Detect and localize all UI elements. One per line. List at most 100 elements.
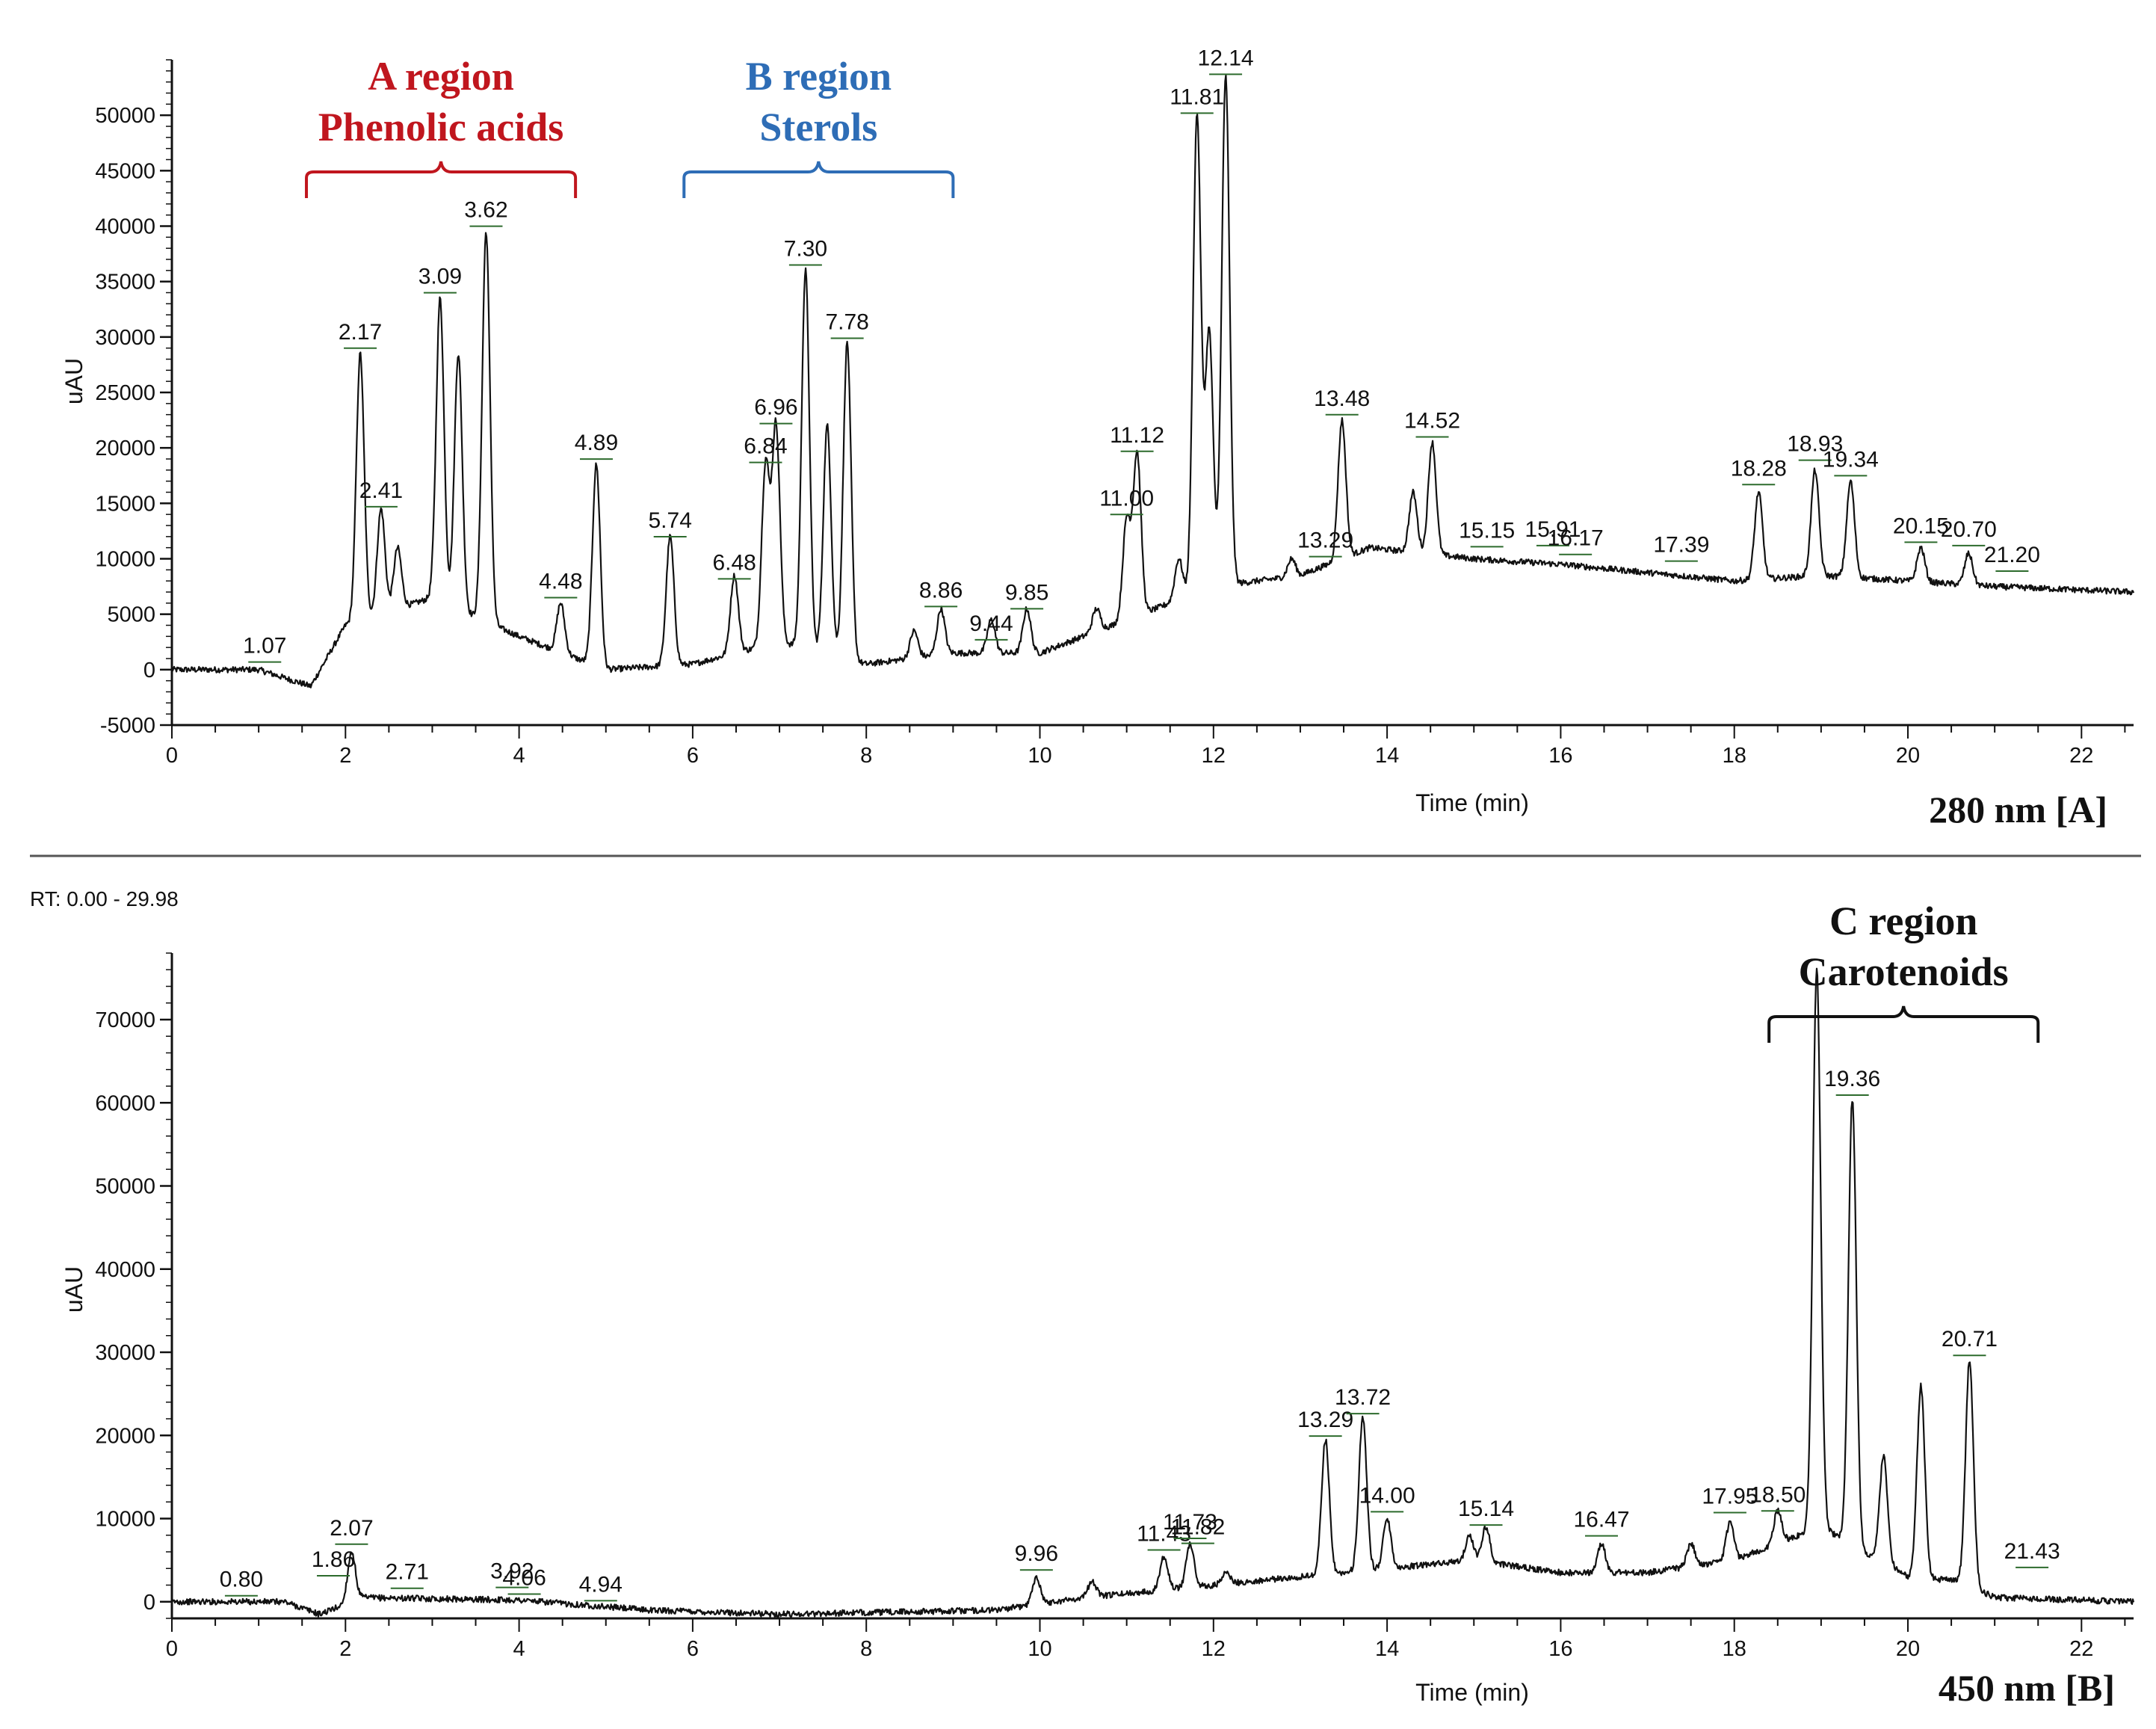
panel-a-region-brace [682,161,955,198]
panel-a-x-tick-label: 0 [166,744,178,768]
panel-a-region-brace [305,161,578,198]
panel-a-peak-label: 6.48 [712,550,756,575]
panel-b-x-tick-label: 20 [1896,1637,1920,1661]
panel-a-peak-label: 6.84 [744,434,787,459]
panel-a-x-tick-label: 2 [339,744,351,768]
panel-b-peak-label: 3.92 [490,1559,534,1584]
panel-b-x-tick-label: 8 [860,1637,872,1661]
panel-a-x-tick-label: 18 [1723,744,1746,768]
panel-b-peak-label: 19.36 [1824,1067,1880,1091]
panel-b-x-tick-label: 14 [1375,1637,1399,1661]
panel-a-y-tick-label: -5000 [100,714,155,738]
panel-a-peak-label: 8.86 [919,578,963,602]
panel-b-peak-label: 4.06 [502,1566,546,1591]
panel-a-peak-label: 15.15 [1459,518,1515,543]
panel-b-x-tick-label: 22 [2069,1637,2093,1661]
panel-a-y-tick-label: 0 [143,659,155,682]
panel-a-y-tick-label: 25000 [95,381,155,405]
panel-b-peak-label: 17.95 [1702,1484,1758,1508]
panel-b-peak-label: 13.72 [1335,1385,1391,1410]
panel-a-y-tick-label: 45000 [95,159,155,183]
panel-a-peak-label: 16.17 [1548,526,1604,551]
panel-a-y-tick-label: 35000 [95,271,155,295]
panel-b-y-tick-label: 0 [143,1591,155,1615]
panel-a-ylabel: uAU [61,358,87,404]
panel-b-ylabel: uAU [61,1266,87,1313]
panel-b-peak-label: 4.94 [579,1572,623,1597]
panel-b-peak-label: 2.71 [386,1560,429,1585]
panel-a-peak-label: 15.91 [1525,517,1581,542]
panel-a-region-title: A region [368,54,514,99]
panel-a-peak-label: 18.28 [1731,456,1787,481]
panel-b-x-tick-label: 6 [687,1637,699,1661]
panel-b-region-brace [1767,1005,2040,1043]
panel-a-y-tick-label: 30000 [95,326,155,350]
panel-a-peak-label: 21.20 [1984,543,2040,567]
panel-a-wavelength-label: 280 nm [A] [1929,789,2107,830]
panel-b-y-tick-label: 40000 [95,1258,155,1282]
panel-b-peak-label: 16.47 [1573,1508,1629,1532]
panel-a-peak-label: 3.09 [418,265,462,289]
panel-a-peak-label: 11.81 [1170,84,1224,109]
panel-a-region-compound-class: Sterols [759,105,877,150]
panel-a-peak-label: 13.29 [1297,528,1353,553]
panel-b-y-tick-label: 30000 [95,1341,155,1365]
panel-b-peak-label: 14.00 [1359,1483,1415,1508]
panel-a-peak-label: 2.17 [339,320,382,345]
panel-a-x-tick-label: 10 [1028,744,1051,768]
panel-a-x-tick-label: 16 [1548,744,1572,768]
panel-b-x-tick-label: 18 [1723,1637,1746,1661]
panel-b-x-tick-label: 12 [1202,1637,1226,1661]
panel-a-y-tick-label: 20000 [95,437,155,460]
panel-b-y-tick-label: 20000 [95,1424,155,1448]
panel-b-y-tick-label: 70000 [95,1008,155,1032]
panel-a-peak-label: 5.74 [649,508,692,533]
panel-b-peak-label: 1.86 [312,1547,355,1572]
panel-b-region-compound-class: Carotenoids [1799,949,2009,994]
panel-a-peak-label: 12.14 [1198,46,1254,70]
panel-a-peak-label: 9.44 [969,611,1013,636]
panel-b-peak-label: 21.43 [2004,1539,2060,1564]
panel-a-peak-label: 4.48 [539,570,582,594]
panel-a-peak-label: 17.39 [1653,533,1709,558]
panel-a-x-tick-label: 12 [1202,744,1226,768]
panel-a-peak-label: 4.89 [575,431,618,455]
panel-b-peak-label: 15.14 [1458,1497,1514,1521]
panel-b-peak-label: 11.73 [1163,1510,1217,1535]
panel-b-xlabel: Time (min) [1415,1679,1529,1706]
panel-b-x-tick-label: 10 [1028,1637,1051,1661]
panel-a-peak-label: 7.78 [825,309,868,334]
panel-a-signal-trace [170,74,2135,688]
panel-b-x-tick-label: 16 [1548,1637,1572,1661]
panel-a-peak-label: 6.96 [754,395,797,420]
panel-a-x-tick-label: 8 [860,744,872,768]
panel-b-peak-label: 0.80 [220,1568,263,1592]
panel-b-y-tick-label: 50000 [95,1175,155,1199]
panel-a-peak-label: 19.34 [1823,447,1879,472]
panel-a-peak-label: 3.62 [464,198,507,223]
panel-a-region-compound-class: Phenolic acids [318,105,564,150]
panel-a-peak-label: 11.00 [1099,486,1154,511]
panel-b-chart: RT: 0.00 - 29.98 450 nm [B] Time (min) u… [30,887,2135,1709]
panel-a-x-tick-label: 20 [1896,744,1920,768]
panel-a-peak-label: 14.52 [1404,408,1460,433]
panel-a-x-tick-label: 6 [687,744,699,768]
panel-a-x-tick-label: 22 [2069,744,2093,768]
panel-a-peak-label: 1.07 [243,634,286,659]
panel-a-region-title: B region [746,54,892,99]
panel-b-peak-label: 9.96 [1015,1541,1058,1566]
panel-a-y-tick-label: 10000 [95,548,155,572]
panel-b-peak-label: 11.82 [1170,1515,1225,1540]
panel-a-peak-label: 9.85 [1005,580,1048,605]
panel-b-y-tick-label: 10000 [95,1508,155,1532]
panel-a-peak-label: 7.30 [784,237,827,262]
panel-b-peak-label: 2.07 [330,1516,373,1541]
panel-a-peak-label: 20.70 [1941,517,1997,542]
panel-b-peak-label: 20.71 [1942,1327,1998,1352]
panel-a-y-tick-label: 15000 [95,492,155,516]
panel-a-x-tick-label: 4 [513,744,525,768]
panel-b-signal-trace [171,967,2135,1618]
panel-b-region-title: C region [1829,899,1978,943]
panel-b-peak-label: 11.43 [1137,1522,1191,1547]
